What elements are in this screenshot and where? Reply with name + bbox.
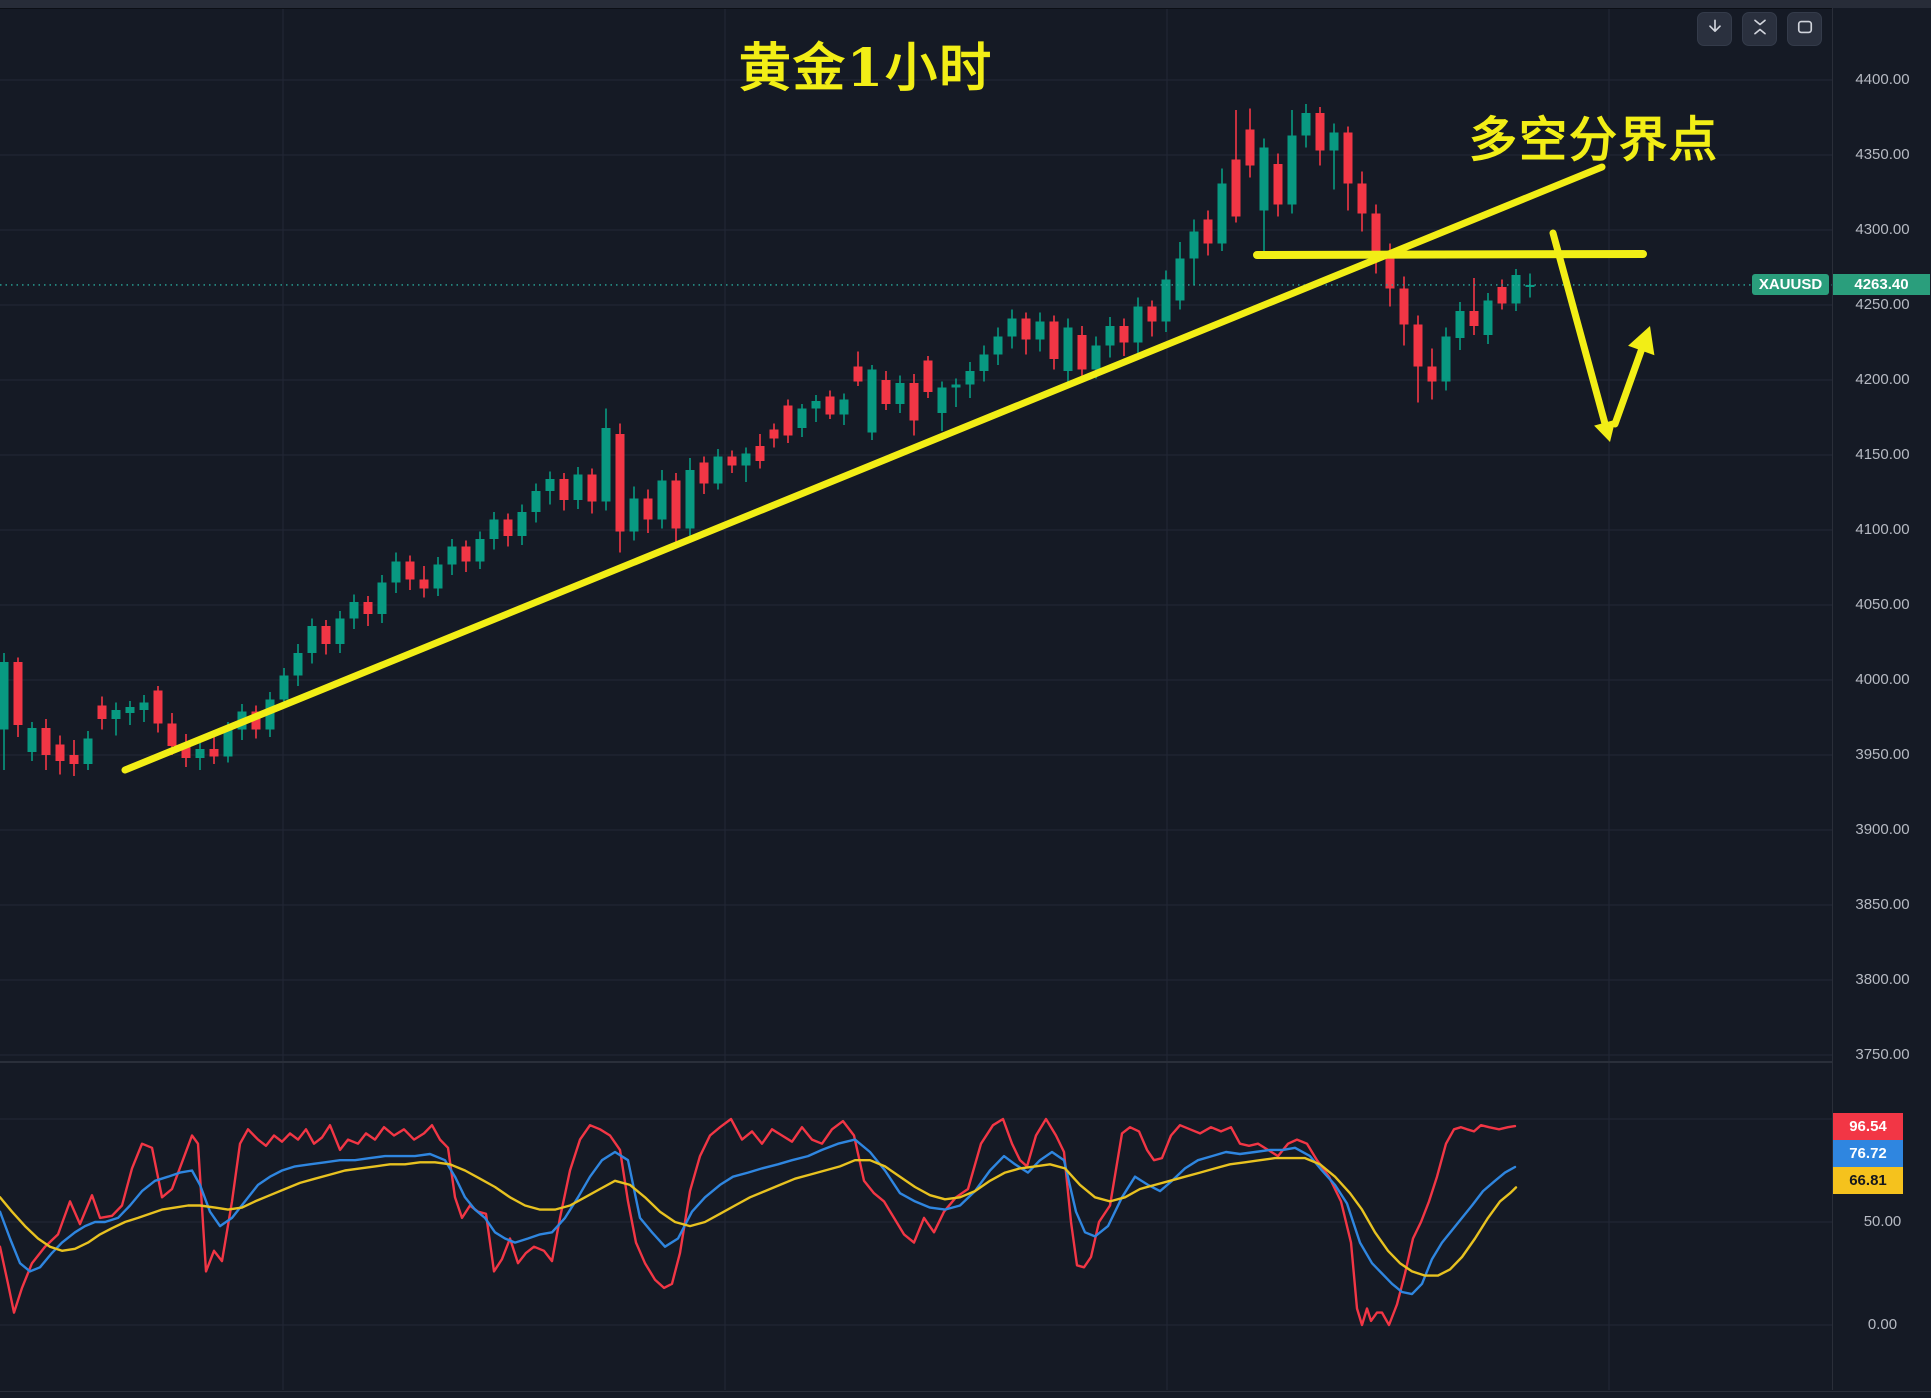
pivot-annotation-label[interactable]: 多空分界点 [1468, 112, 1719, 168]
price-axis-label: 4250.00 [1855, 296, 1910, 313]
last-price-badge: 4263.40 [1833, 273, 1930, 295]
frame-icon [1795, 17, 1815, 42]
price-axis-label: 3800.00 [1855, 971, 1910, 988]
top-toolbar-strip [0, 0, 1931, 9]
price-axis-label: 3950.00 [1855, 746, 1910, 763]
candlestick-series [0, 104, 1535, 776]
price-axis-label: 4150.00 [1855, 446, 1910, 463]
collapse-panes-button[interactable] [1742, 12, 1777, 46]
price-axis-label: 4000.00 [1855, 671, 1910, 688]
oscillator-line-fast [0, 1117, 1517, 1327]
oscillator-line-mid [0, 1138, 1517, 1296]
price-axis-label: 4200.00 [1855, 371, 1910, 388]
price-axis-label: 4100.00 [1855, 521, 1910, 538]
oscillator-line-slow [0, 1156, 1518, 1277]
trendline-drawing[interactable] [121, 163, 1606, 774]
oscillator-gridlines [0, 1118, 1832, 1326]
arrow-down-icon [1705, 17, 1725, 42]
oscillator-axis-label: 0.00 [1867, 1316, 1898, 1333]
price-axis-label: 3750.00 [1855, 1046, 1910, 1063]
oscillator-value-badge: 66.81 [1833, 1167, 1903, 1194]
price-axis-label: 4400.00 [1855, 71, 1910, 88]
price-axis-label: 3850.00 [1855, 896, 1910, 913]
resistance-line-drawing[interactable] [1253, 250, 1647, 259]
arrow-down-drawing[interactable] [1549, 229, 1616, 442]
arrow-up-drawing[interactable] [1611, 326, 1655, 428]
price-axis-label: 4300.00 [1855, 221, 1910, 238]
oscillator-axis-label: 50.00 [1863, 1213, 1902, 1230]
chart-toolbar [1697, 12, 1822, 46]
time-axis-strip[interactable] [0, 1391, 1931, 1398]
chart-title-annotation[interactable]: 黄金1小时 [738, 38, 994, 99]
oscillator-value-badge: 76.72 [1833, 1140, 1903, 1167]
oscillator-value-badge: 96.54 [1833, 1113, 1903, 1140]
download-button[interactable] [1697, 12, 1732, 46]
price-axis-label: 4050.00 [1855, 596, 1910, 613]
vertical-gridlines [282, 8, 1610, 1390]
symbol-badge: XAUUSD [1752, 273, 1829, 295]
collapse-icon [1750, 17, 1770, 42]
price-axis-label: 4350.00 [1855, 146, 1910, 163]
fullscreen-button[interactable] [1787, 12, 1822, 46]
price-gridlines [0, 79, 1832, 1056]
price-axis-label: 3900.00 [1855, 821, 1910, 838]
